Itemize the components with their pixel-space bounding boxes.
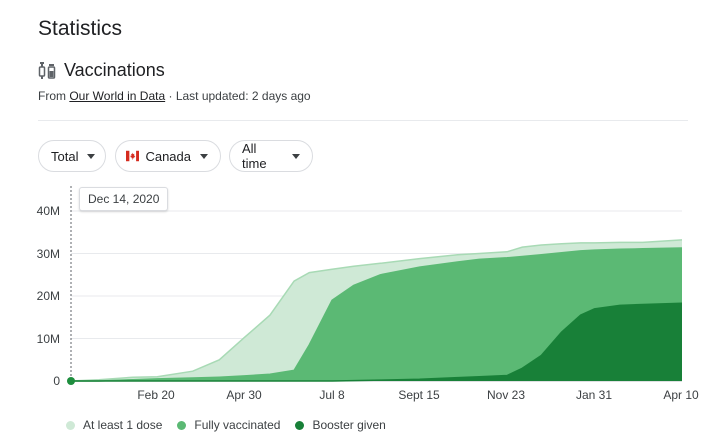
hover-point xyxy=(67,377,75,385)
legend-dot xyxy=(177,420,187,430)
source-prefix: From xyxy=(38,89,70,103)
metric-dropdown[interactable]: Total xyxy=(38,140,106,172)
divider xyxy=(38,120,688,121)
area-booster-given xyxy=(71,303,682,381)
y-tick-label: 20M xyxy=(36,289,60,303)
legend-item[interactable]: At least 1 dose xyxy=(66,418,162,432)
country-dropdown[interactable]: Canada xyxy=(115,140,221,172)
page-title: Statistics xyxy=(38,17,123,40)
caret-down-icon xyxy=(87,153,96,159)
caret-down-icon xyxy=(200,153,208,159)
range-dropdown[interactable]: All time xyxy=(229,140,313,172)
area-booster-given-line xyxy=(71,302,683,382)
legend-dot xyxy=(66,420,75,430)
y-tick-label: 40M xyxy=(36,204,60,218)
area-at-least-one-dose-line xyxy=(70,239,683,382)
date-tooltip: Dec 14, 2020 xyxy=(79,187,169,211)
area-fully-vaccinated-line xyxy=(71,247,683,382)
legend-label: Fully vaccinated xyxy=(194,418,281,432)
y-tick-label: 30M xyxy=(36,247,60,261)
x-tick-label: Apr 10 xyxy=(663,388,699,402)
x-tick-label: Feb 20 xyxy=(137,388,175,402)
legend-label: At least 1 dose xyxy=(83,418,163,432)
y-tick-label: 10M xyxy=(36,332,60,346)
area-fully-vaccinated xyxy=(71,248,682,381)
y-tick-label: 0 xyxy=(53,374,60,388)
x-tick-label: Sept 15 xyxy=(398,388,440,402)
section-title: Vaccinations xyxy=(64,60,165,80)
syringe-icon xyxy=(38,61,56,79)
last-updated: · Last updated: 2 days ago xyxy=(165,89,311,103)
caret-down-icon xyxy=(292,153,300,159)
metric-dropdown-label: Total xyxy=(51,148,79,164)
x-tick-label: Jan 31 xyxy=(575,388,613,402)
legend-label: Booster given xyxy=(312,418,386,432)
range-dropdown-label: All time xyxy=(242,141,267,171)
x-tick-label: Nov 23 xyxy=(486,388,526,402)
source-link[interactable]: Our World in Data xyxy=(69,89,166,103)
legend-dot xyxy=(295,420,305,430)
country-dropdown-label: Canada xyxy=(145,148,191,164)
legend-item[interactable]: Fully vaccinated xyxy=(177,418,280,432)
x-tick-label: Jul 8 xyxy=(319,388,345,402)
source-line: From Our World in Data · Last updated: 2… xyxy=(38,89,311,103)
legend-item[interactable]: Booster given xyxy=(295,418,386,432)
section-header: Vaccinations xyxy=(38,60,165,81)
canada-flag-icon xyxy=(126,150,140,162)
x-tick-label: Apr 30 xyxy=(226,388,262,402)
chart-legend: At least 1 dose Fully vaccinated Booster… xyxy=(66,418,401,432)
